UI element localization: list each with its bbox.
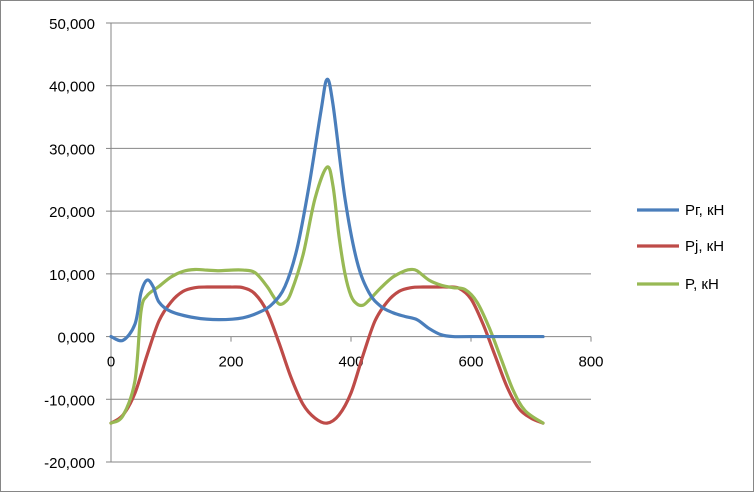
y-tick-label: 0,000 — [57, 330, 95, 347]
series-line-1 — [109, 285, 545, 425]
x-axis-tick-labels: 0 200 400 600 800 — [107, 354, 604, 371]
y-tick-label: 20,000 — [49, 204, 95, 221]
x-tick-label: 400 — [338, 354, 363, 371]
gridlines — [111, 22, 591, 463]
y-tick-label: 50,000 — [49, 16, 95, 33]
series-line-2 — [109, 165, 545, 425]
y-tick-label: 10,000 — [49, 267, 95, 284]
x-tick-label: 600 — [458, 354, 483, 371]
y-tick-label: 30,000 — [49, 141, 95, 158]
series-line-0 — [109, 77, 545, 343]
x-tick-label: 200 — [218, 354, 243, 371]
legend-label-2: P, кН — [685, 276, 719, 293]
x-tick-label: 800 — [578, 354, 603, 371]
legend-label-1: Pj, кН — [685, 238, 724, 255]
y-tick-label: -10,000 — [44, 392, 95, 409]
series-lines — [109, 77, 545, 425]
legend-label-0: Pг, кН — [685, 202, 724, 219]
y-tick-label: -20,000 — [44, 455, 95, 472]
y-tick-label: 40,000 — [49, 79, 95, 96]
x-tick-label: 0 — [107, 354, 115, 371]
y-axis-tick-labels: -20,000 -10,000 0,000 10,000 20,000 30,000 40,… — [44, 16, 95, 472]
legend: Pг, кН Pj, кН P, кН — [637, 202, 724, 293]
